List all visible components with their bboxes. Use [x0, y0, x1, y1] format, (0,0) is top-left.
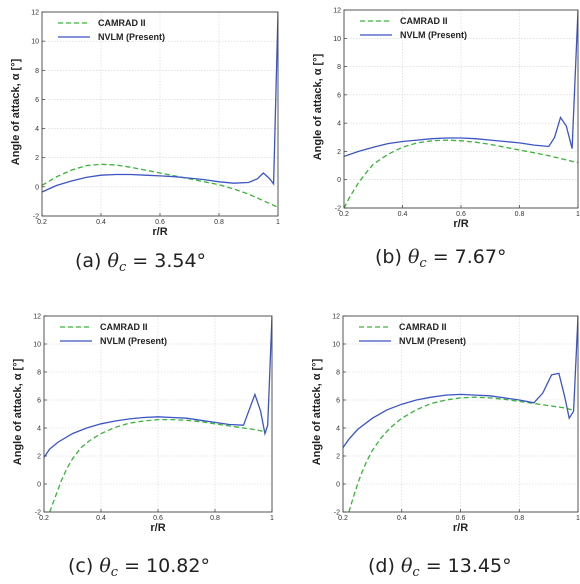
chart-1-x-tick-label: 1 — [576, 211, 580, 218]
chart-2-legend-label: CAMRAD II — [100, 322, 148, 332]
chart-0-legend-label: NVLM (Present) — [98, 32, 165, 42]
chart-2-x-tick-label: 0.4 — [96, 515, 106, 522]
chart-0-y-tick-label: 12 — [31, 10, 39, 17]
chart-2-y-tick-label: 0 — [37, 482, 41, 489]
chart-3-y-tick-label: 8 — [336, 370, 340, 377]
chart-2-y-tick-label: 10 — [33, 342, 41, 349]
chart-3-y-axis-label: Angle of attack, α [°] — [311, 358, 323, 465]
chart-2-x-tick-label: 0.6 — [153, 515, 163, 522]
chart-2-y-tick-label: -2 — [35, 510, 41, 517]
chart-2-frame — [43, 315, 273, 513]
chart-1-x-tick-label: 0.6 — [456, 211, 466, 218]
chart-1-x-tick-label: 0.4 — [398, 211, 408, 218]
chart-1-legend-label: CAMRAD II — [400, 16, 448, 26]
chart-2-x-tick-label: 1 — [270, 515, 274, 522]
chart-3-legend-label: NVLM (Present) — [399, 336, 466, 346]
chart-2-x-axis-label: r/R — [150, 522, 165, 534]
chart-2-legend-label: NVLM (Present) — [100, 336, 167, 346]
chart-1-y-tick-label: 8 — [337, 64, 341, 71]
chart-0-x-tick-label: 0.4 — [96, 219, 106, 226]
chart-3-x-tick-label: 0.2 — [338, 515, 348, 522]
chart-0-y-tick-label: 2 — [35, 155, 39, 162]
chart-1-y-tick-label: 6 — [337, 92, 341, 99]
chart-0-y-tick-label: 10 — [31, 39, 39, 46]
chart-2-caption: (c) θc = 10.82° — [68, 555, 210, 580]
chart-2-series-camrad-line — [49, 418, 267, 512]
chart-3-caption: (d) θc = 13.45° — [368, 555, 512, 580]
chart-2-x-tick-label: 0.2 — [39, 515, 49, 522]
chart-1-y-tick-label: 0 — [337, 177, 341, 184]
chart-1-series-camrad-line — [344, 139, 578, 208]
chart-1-x-tick-label: 0.2 — [339, 211, 349, 218]
chart-2-series-nvlm-line — [44, 316, 272, 458]
chart-3-x-tick-label: 0.8 — [514, 515, 524, 522]
chart-0-y-tick-label: -2 — [33, 214, 39, 221]
chart-1-series-nvlm-line — [344, 10, 578, 158]
chart-0-x-axis-label: r/R — [152, 226, 167, 238]
chart-0-series-camrad-line — [42, 163, 278, 208]
chart-2-y-tick-label: 2 — [37, 454, 41, 461]
chart-panel-a: 0.2 0.4 0.6 0.8 1 -2 0 2 4 6 8 10 12 r/R Angle of atta… — [10, 10, 280, 276]
chart-1-legend-label: NVLM (Present) — [400, 30, 467, 40]
chart-0-x-tick-label: 0.2 — [37, 219, 47, 226]
chart-1-y-tick-label: 12 — [333, 8, 341, 15]
chart-0-x-tick-label: 0.8 — [214, 219, 224, 226]
chart-3-x-tick-label: 0.4 — [397, 515, 407, 522]
chart-2-y-tick-label: 6 — [37, 398, 41, 405]
chart-0-caption: (a) θc = 3.54° — [75, 250, 206, 275]
chart-3-y-tick-label: 10 — [332, 342, 340, 349]
chart-2-y-tick-label: 8 — [37, 370, 41, 377]
chart-3-series-nvlm-line — [343, 316, 578, 448]
chart-0-y-axis-label: Angle of attack, α [°] — [10, 58, 22, 165]
chart-2-x-tick-label: 0.8 — [210, 515, 220, 522]
chart-2-y-axis-label: Angle of attack, α [°] — [12, 358, 24, 465]
chart-3-y-tick-label: -2 — [334, 510, 340, 517]
chart-3-y-tick-label: 12 — [332, 314, 340, 321]
chart-2-y-tick-label: 4 — [37, 426, 41, 433]
chart-1-frame — [343, 9, 579, 209]
chart-3-y-tick-label: 2 — [336, 454, 340, 461]
chart-3-y-tick-label: 0 — [336, 482, 340, 489]
chart-0-y-tick-label: 4 — [35, 126, 39, 133]
chart-0-y-tick-label: 8 — [35, 68, 39, 75]
chart-panel-c: 0.2 0.4 0.6 0.8 1 -2 0 2 4 6 8 10 12 r/R Angle of atta… — [12, 314, 274, 581]
chart-0-x-tick-label: 0.6 — [155, 219, 165, 226]
chart-3-y-tick-label: 4 — [336, 426, 340, 433]
chart-0-y-tick-label: 0 — [35, 184, 39, 191]
chart-1-y-tick-label: -2 — [335, 206, 341, 213]
chart-0-y-tick-label: 6 — [35, 97, 39, 104]
chart-0-series-nvlm-line — [42, 12, 278, 193]
chart-3-x-tick-label: 1 — [576, 515, 580, 522]
chart-panel-d: 0.2 0.4 0.6 0.8 1 -2 0 2 4 6 8 10 12 r/R Angle of atta… — [311, 314, 580, 581]
chart-panel-b: 0.2 0.4 0.6 0.8 1 -2 0 2 4 6 8 10 12 r/R Angle of atta… — [312, 8, 580, 272]
chart-1-y-axis-label: Angle of attack, α [°] — [312, 53, 324, 160]
chart-1-y-tick-label: 10 — [333, 36, 341, 43]
chart-0-legend-label: CAMRAD II — [98, 18, 146, 28]
chart-2-y-tick-label: 12 — [33, 314, 41, 321]
chart-3-x-axis-label: r/R — [453, 522, 468, 534]
chart-3-frame — [342, 315, 579, 513]
chart-1-caption: (b) θc = 7.67° — [375, 246, 506, 271]
chart-3-x-tick-label: 0.6 — [456, 515, 466, 522]
chart-3-y-tick-label: 6 — [336, 398, 340, 405]
chart-1-y-tick-label: 2 — [337, 149, 341, 156]
chart-1-x-axis-label: r/R — [453, 218, 468, 230]
chart-0-x-tick-label: 1 — [276, 219, 280, 226]
chart-1-y-tick-label: 4 — [337, 121, 341, 128]
chart-3-series-camrad-line — [348, 396, 573, 512]
chart-1-x-tick-label: 0.8 — [515, 211, 525, 218]
chart-3-legend-label: CAMRAD II — [399, 322, 447, 332]
chart-0-frame — [41, 11, 279, 217]
